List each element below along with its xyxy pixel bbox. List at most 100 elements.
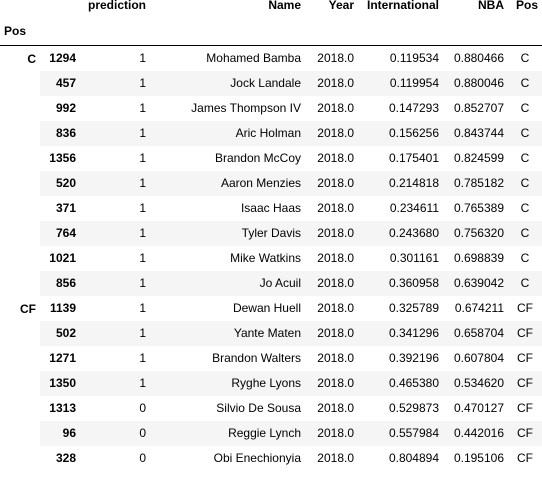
table-row: 328 0 Obi Enechionyia 2018.0 0.804894 0.19510…	[0, 446, 542, 471]
cell: 0.119954	[358, 70, 443, 96]
cell: 2018.0	[305, 170, 358, 196]
row-index: 836	[40, 120, 80, 146]
cell: 0.360958	[358, 270, 443, 296]
row-index: 856	[40, 270, 80, 296]
column-header: prediction	[87, 0, 146, 12]
cell: Aric Holman	[150, 120, 305, 146]
cell: 0.470127	[453, 401, 504, 415]
table-row: 1356 1 Brandon McCoy 2018.0 0.175401 0.824599…	[0, 146, 542, 171]
cell: C	[520, 151, 530, 165]
header-blank	[40, 16, 542, 46]
cell: 2018.0	[317, 251, 354, 265]
cell: Mike Watkins	[230, 251, 301, 265]
cell: 0.243680	[358, 220, 443, 246]
cell: CF	[508, 320, 542, 346]
header-row: prediction Name Year International NBA Pos	[0, 0, 542, 16]
cell: 0.325789	[388, 301, 439, 315]
cell: 2018.0	[317, 151, 354, 165]
cell: 1	[139, 51, 146, 66]
cell: 1	[80, 70, 150, 96]
cell: 2018.0	[305, 220, 358, 246]
cell: 0.234611	[389, 201, 439, 215]
header-blank	[40, 0, 80, 16]
row-index: 1139	[49, 301, 76, 315]
cell: C	[508, 70, 542, 96]
table-body: C 1294 1 Mohamed Bamba 2018.0 0.119534 0.88046…	[0, 45, 542, 471]
cell: Brandon McCoy	[214, 151, 301, 165]
cell: 2018.0	[305, 320, 358, 346]
group-label: CF	[0, 295, 40, 471]
cell: 0.852707	[453, 101, 504, 115]
row-index: 764	[40, 220, 80, 246]
row-index: 1271	[49, 351, 76, 365]
row-index: 1313	[49, 401, 76, 415]
row-index: 96	[40, 420, 80, 446]
cell: 0.175401	[388, 151, 439, 165]
cell: Mohamed Bamba	[206, 51, 301, 66]
cell: 0.804894	[388, 451, 439, 465]
column-header: Pos	[515, 0, 538, 12]
row-index: 1356	[49, 151, 76, 165]
column-header: Name	[268, 0, 301, 12]
table-row: 764 1 Tyler Davis 2018.0 0.243680 0.756320 C	[0, 220, 542, 246]
cell: 0.824599	[453, 151, 504, 165]
cell: Jock Landale	[150, 70, 305, 96]
column-header: International	[366, 0, 439, 12]
table-row: 457 1 Jock Landale 2018.0 0.119954 0.880046 C	[0, 70, 542, 96]
cell: C	[520, 51, 530, 66]
column-header: Year	[328, 0, 354, 12]
table-header: prediction Name Year International NBA Pos Po…	[0, 0, 542, 46]
cell: 0	[139, 401, 146, 415]
cell: C	[520, 201, 530, 215]
cell: 0.765389	[453, 201, 504, 215]
table-row: CF 1139 1 Dewan Huell 2018.0 0.325789 0.674211…	[0, 295, 542, 471]
cell: 0.341296	[358, 320, 443, 346]
cell: 0.756320	[443, 220, 508, 246]
cell: 2018.0	[305, 70, 358, 96]
table-row: 371 1 Isaac Haas 2018.0 0.234611 0.765389 C	[0, 196, 542, 221]
cell: 0.698839	[453, 251, 504, 265]
cell: Isaac Haas	[240, 201, 301, 215]
cell: 0.529873	[388, 401, 439, 415]
cell: Jo Acuil	[150, 270, 305, 296]
cell: 0.465380	[358, 370, 443, 396]
row-index: 328	[55, 451, 76, 465]
cell: 2018.0	[317, 451, 354, 465]
table-row: 1350 1 Ryghe Lyons 2018.0 0.465380 0.534620 CF	[0, 370, 542, 396]
cell: CF	[517, 451, 533, 465]
cell: James Thompson IV	[191, 101, 301, 115]
cell: Yante Maten	[150, 320, 305, 346]
cell: Brandon Walters	[212, 351, 301, 365]
cell: 0.785182	[443, 170, 508, 196]
cell: 0.557984	[358, 420, 443, 446]
cell: 2018.0	[305, 270, 358, 296]
cell: Tyler Davis	[150, 220, 305, 246]
cell: 1	[139, 151, 146, 165]
cell: 1	[139, 351, 146, 365]
cell: 2018.0	[317, 301, 354, 315]
table-row: 1313 0 Silvio De Sousa 2018.0 0.529873 0.4701…	[0, 396, 542, 421]
cell: 0.214818	[358, 170, 443, 196]
row-index: 502	[40, 320, 80, 346]
cell: 0.658704	[443, 320, 508, 346]
cell: 1	[80, 320, 150, 346]
cell: 2018.0	[317, 101, 354, 115]
row-index: 457	[40, 70, 80, 96]
cell: CF	[508, 420, 542, 446]
cell: 1	[80, 370, 150, 396]
cell: 0.880466	[453, 51, 504, 66]
cell: 1	[139, 201, 146, 215]
cell: 2018.0	[305, 120, 358, 146]
cell: 0.195106	[453, 451, 504, 465]
cell: 1	[139, 301, 146, 315]
cell: CF	[517, 401, 533, 415]
cell: 0.301161	[389, 251, 439, 265]
cell: 2018.0	[305, 370, 358, 396]
cell: 0.392196	[388, 351, 439, 365]
cell: 1	[80, 270, 150, 296]
row-index: 520	[40, 170, 80, 196]
cell: 0.442016	[443, 420, 508, 446]
cell: 1	[80, 120, 150, 146]
